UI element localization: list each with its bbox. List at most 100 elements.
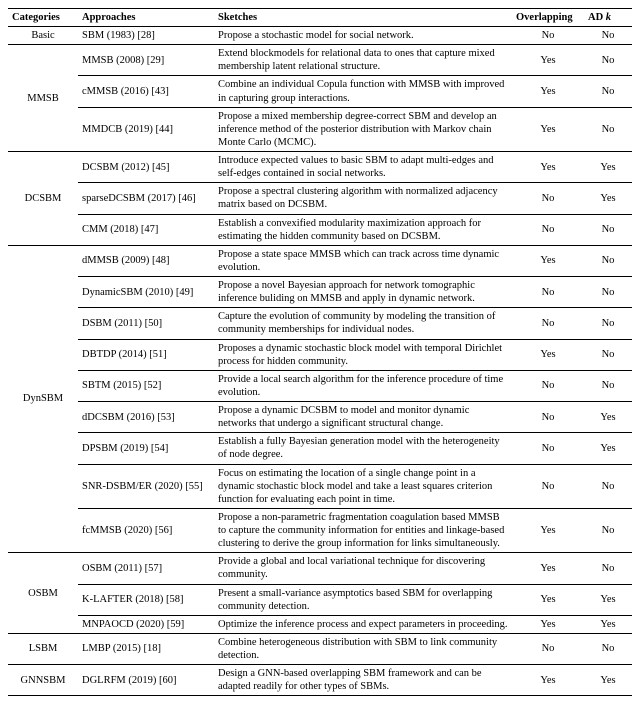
table-row: SBTM (2015) [52]Provide a local search a… bbox=[8, 370, 632, 401]
category-cell: Basic bbox=[8, 27, 78, 45]
approach-cell: SBM (1983) [28] bbox=[78, 27, 214, 45]
table-row: DynSBMdMMSB (2009) [48]Propose a state s… bbox=[8, 245, 632, 276]
sketch-cell: Propose a novel Bayesian approach for ne… bbox=[214, 277, 512, 308]
category-cell: GNNSBM bbox=[8, 665, 78, 696]
overlapping-cell: No bbox=[512, 277, 584, 308]
overlapping-cell: No bbox=[512, 183, 584, 214]
sketch-cell: Focus on estimating the location of a si… bbox=[214, 464, 512, 508]
adk-cell: Yes bbox=[584, 584, 632, 615]
overlapping-cell: Yes bbox=[512, 615, 584, 633]
sketch-cell: Combine heterogeneous distribution with … bbox=[214, 633, 512, 664]
approach-cell: cMMSB (2016) [43] bbox=[78, 76, 214, 107]
approach-cell: DSBM (2011) [50] bbox=[78, 308, 214, 339]
table-row: GNNSBMDGLRFM (2019) [60]Design a GNN-bas… bbox=[8, 665, 632, 696]
overlapping-cell: No bbox=[512, 370, 584, 401]
table-row: MMSBMMSB (2008) [29]Extend blockmodels f… bbox=[8, 45, 632, 76]
approach-cell: SBTM (2015) [52] bbox=[78, 370, 214, 401]
approach-cell: MMSB (2008) [29] bbox=[78, 45, 214, 76]
approach-cell: MMDCB (2019) [44] bbox=[78, 107, 214, 151]
approach-cell: dDCSBM (2016) [53] bbox=[78, 402, 214, 433]
adk-cell: No bbox=[584, 370, 632, 401]
table-row: dDCSBM (2016) [53]Propose a dynamic DCSB… bbox=[8, 402, 632, 433]
adk-cell: Yes bbox=[584, 665, 632, 696]
sketch-cell: Propose a state space MMSB which can tra… bbox=[214, 245, 512, 276]
overlapping-cell: Yes bbox=[512, 339, 584, 370]
overlapping-cell: Yes bbox=[512, 584, 584, 615]
overlapping-cell: No bbox=[512, 214, 584, 245]
table-row: DCSBMDCSBM (2012) [45]Introduce expected… bbox=[8, 152, 632, 183]
adk-cell: No bbox=[584, 245, 632, 276]
table-body: BasicSBM (1983) [28]Propose a stochastic… bbox=[8, 27, 632, 696]
sketch-cell: Establish a fully Bayesian generation mo… bbox=[214, 433, 512, 464]
overlapping-cell: Yes bbox=[512, 508, 584, 552]
approach-cell: SNR-DSBM/ER (2020) [55] bbox=[78, 464, 214, 508]
sketch-cell: Design a GNN-based overlapping SBM frame… bbox=[214, 665, 512, 696]
approach-cell: DPSBM (2019) [54] bbox=[78, 433, 214, 464]
table-row: K-LAFTER (2018) [58]Present a small-vari… bbox=[8, 584, 632, 615]
table-row: LSBMLMBP (2015) [18]Combine heterogeneou… bbox=[8, 633, 632, 664]
approach-cell: K-LAFTER (2018) [58] bbox=[78, 584, 214, 615]
adk-cell: No bbox=[584, 308, 632, 339]
adk-cell: No bbox=[584, 107, 632, 151]
sketch-cell: Provide a local search algorithm for the… bbox=[214, 370, 512, 401]
adk-cell: No bbox=[584, 508, 632, 552]
adk-cell: No bbox=[584, 214, 632, 245]
sketch-cell: Combine an individual Copula function wi… bbox=[214, 76, 512, 107]
table-row: sparseDCSBM (2017) [46]Propose a spectra… bbox=[8, 183, 632, 214]
table-row: SNR-DSBM/ER (2020) [55]Focus on estimati… bbox=[8, 464, 632, 508]
approach-cell: LMBP (2015) [18] bbox=[78, 633, 214, 664]
adk-cell: No bbox=[584, 553, 632, 584]
overlapping-cell: Yes bbox=[512, 76, 584, 107]
table-row: DBTDP (2014) [51]Proposes a dynamic stoc… bbox=[8, 339, 632, 370]
approach-cell: DGLRFM (2019) [60] bbox=[78, 665, 214, 696]
sketch-cell: Optimize the inference process and expec… bbox=[214, 615, 512, 633]
overlapping-cell: No bbox=[512, 308, 584, 339]
table-row: DynamicSBM (2010) [49]Propose a novel Ba… bbox=[8, 277, 632, 308]
table-row: OSBMOSBM (2011) [57]Provide a global and… bbox=[8, 553, 632, 584]
category-cell: LSBM bbox=[8, 633, 78, 664]
approach-cell: dMMSB (2009) [48] bbox=[78, 245, 214, 276]
adk-cell: Yes bbox=[584, 183, 632, 214]
sketch-cell: Establish a convexified modularity maxim… bbox=[214, 214, 512, 245]
table-header-row: Categories Approaches Sketches Overlappi… bbox=[8, 9, 632, 27]
category-cell: DynSBM bbox=[8, 245, 78, 553]
adk-cell: No bbox=[584, 76, 632, 107]
adk-cell: No bbox=[584, 633, 632, 664]
sketch-cell: Introduce expected values to basic SBM t… bbox=[214, 152, 512, 183]
adk-cell: No bbox=[584, 27, 632, 45]
table-row: MMDCB (2019) [44]Propose a mixed members… bbox=[8, 107, 632, 151]
sketch-cell: Extend blockmodels for relational data t… bbox=[214, 45, 512, 76]
col-sketches: Sketches bbox=[214, 9, 512, 27]
sbm-comparison-table: Categories Approaches Sketches Overlappi… bbox=[8, 8, 632, 696]
sketch-cell: Proposes a dynamic stochastic block mode… bbox=[214, 339, 512, 370]
adk-cell: No bbox=[584, 277, 632, 308]
col-categories: Categories bbox=[8, 9, 78, 27]
sketch-cell: Propose a non-parametric fragmentation c… bbox=[214, 508, 512, 552]
sketch-cell: Propose a stochastic model for social ne… bbox=[214, 27, 512, 45]
approach-cell: fcMMSB (2020) [56] bbox=[78, 508, 214, 552]
adk-cell: Yes bbox=[584, 402, 632, 433]
overlapping-cell: No bbox=[512, 464, 584, 508]
approach-cell: OSBM (2011) [57] bbox=[78, 553, 214, 584]
sketch-cell: Provide a global and local variational t… bbox=[214, 553, 512, 584]
overlapping-cell: Yes bbox=[512, 245, 584, 276]
approach-cell: CMM (2018) [47] bbox=[78, 214, 214, 245]
table-row: cMMSB (2016) [43]Combine an individual C… bbox=[8, 76, 632, 107]
overlapping-cell: No bbox=[512, 633, 584, 664]
adk-cell: No bbox=[584, 45, 632, 76]
overlapping-cell: No bbox=[512, 27, 584, 45]
col-adk: AD k bbox=[584, 9, 632, 27]
col-approaches: Approaches bbox=[78, 9, 214, 27]
approach-cell: DBTDP (2014) [51] bbox=[78, 339, 214, 370]
sketch-cell: Present a small-variance asymptotics bas… bbox=[214, 584, 512, 615]
approach-cell: MNPAOCD (2020) [59] bbox=[78, 615, 214, 633]
table-row: DPSBM (2019) [54]Establish a fully Bayes… bbox=[8, 433, 632, 464]
overlapping-cell: Yes bbox=[512, 107, 584, 151]
table-row: MNPAOCD (2020) [59]Optimize the inferenc… bbox=[8, 615, 632, 633]
category-cell: DCSBM bbox=[8, 152, 78, 246]
approach-cell: DynamicSBM (2010) [49] bbox=[78, 277, 214, 308]
adk-cell: Yes bbox=[584, 615, 632, 633]
approach-cell: DCSBM (2012) [45] bbox=[78, 152, 214, 183]
adk-cell: Yes bbox=[584, 433, 632, 464]
col-overlapping: Overlapping bbox=[512, 9, 584, 27]
